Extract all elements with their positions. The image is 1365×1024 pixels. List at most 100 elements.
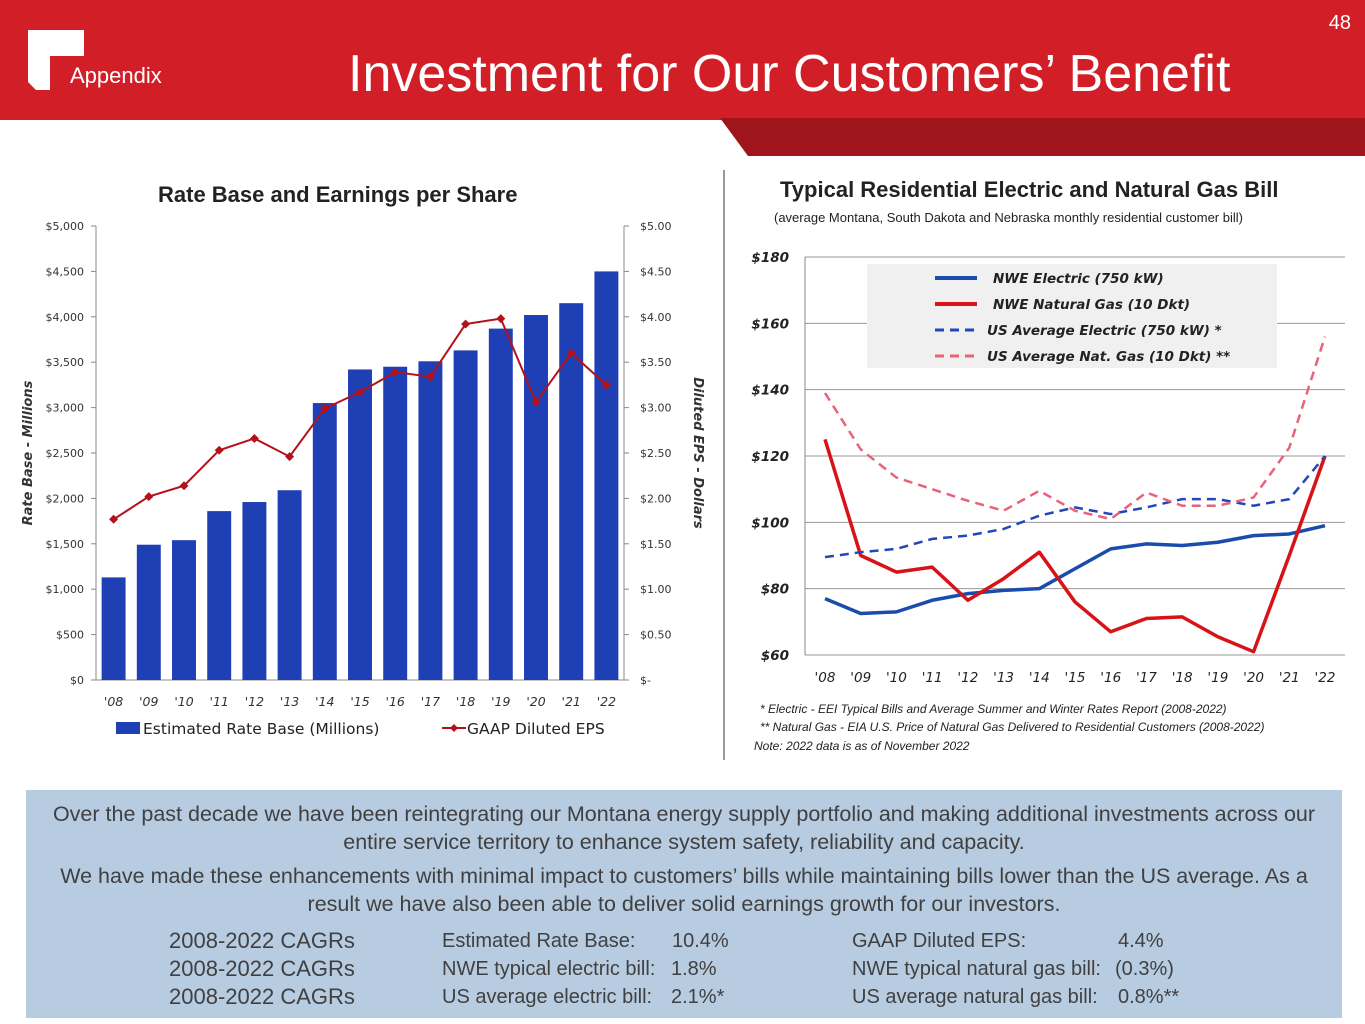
cagr-left-name: NWE typical electric bill:: [442, 958, 656, 980]
x-tick-label: '22: [597, 694, 616, 709]
page-number: 48: [1328, 12, 1351, 34]
x-tick-label: '15: [350, 694, 369, 709]
y-tick-label: $2,500: [46, 447, 85, 460]
eps-point: [144, 492, 154, 502]
legend-label: NWE Natural Gas (10 Dkt): [993, 297, 1190, 313]
eps-point: [320, 404, 330, 414]
x-tick-label: '13: [993, 670, 1014, 686]
x-tick-label: '19: [1207, 670, 1228, 686]
eps-point: [109, 514, 119, 524]
eps-point: [531, 397, 541, 407]
y-axis-label-left: Rate Base - Millions: [21, 380, 36, 525]
y2-tick-label: $-: [640, 674, 651, 687]
rate-base-bar: [418, 361, 443, 680]
legend-box: [867, 264, 1277, 368]
x-tick-label: '12: [245, 694, 264, 709]
footnote-electric: * Electric - EEI Typical Bills and Avera…: [760, 702, 1227, 716]
y-tick-label: $4,000: [46, 311, 85, 324]
legend-bar-swatch: [116, 722, 140, 734]
eps-point: [496, 314, 506, 324]
rate-base-bar: [348, 369, 372, 680]
eps-point: [179, 481, 189, 491]
logo-icon: [28, 30, 84, 90]
cagr-row-label: 2008-2022 CAGRs: [169, 956, 355, 981]
x-tick-label: '10: [174, 694, 193, 709]
y-tick-label: $80: [761, 582, 789, 598]
footnote-gas: ** Natural Gas - EIA U.S. Price of Natur…: [760, 720, 1265, 734]
cagr-left-name: Estimated Rate Base:: [442, 930, 636, 952]
cagr-left-value: 1.8%: [671, 958, 717, 980]
cagr-row-label: 2008-2022 CAGRs: [169, 984, 355, 1009]
eps-point: [461, 319, 471, 329]
legend-eps-marker: [450, 724, 458, 732]
x-tick-label: '08: [104, 694, 123, 709]
y-tick-label: $2,000: [46, 492, 85, 505]
x-tick-label: '18: [456, 694, 475, 709]
legend-label: US Average Electric (750 kW) *: [987, 323, 1222, 339]
cagr-right-name: NWE typical natural gas bill:: [852, 958, 1101, 980]
series-line-2: [824, 455, 1326, 559]
cagr-left-value: 2.1%*: [671, 986, 725, 1008]
y-tick-label: $140: [751, 383, 789, 399]
y-tick-label: $3,500: [46, 356, 85, 369]
eps-point: [601, 380, 611, 390]
cagr-right-value: 0.8%**: [1118, 986, 1180, 1008]
rate-base-bar: [383, 366, 408, 680]
summary-paragraph-2: We have made these enhancements with min…: [60, 864, 1308, 916]
y-tick-label: $120: [751, 449, 789, 465]
rate-base-bar: [559, 303, 584, 680]
x-tick-label: '16: [386, 694, 405, 709]
series-line-3: [823, 336, 1327, 521]
rate-base-bar: [101, 577, 126, 680]
x-tick-label: '15: [1065, 670, 1086, 686]
x-tick-label: '12: [957, 670, 978, 686]
x-tick-label: '11: [210, 694, 229, 709]
legend-bar-label: Estimated Rate Base (Millions): [143, 720, 379, 738]
y-tick-label: $0: [70, 674, 84, 687]
chart-title-rate-base: Rate Base and Earnings per Share: [158, 182, 518, 207]
x-tick-label: '19: [491, 694, 510, 709]
x-tick-label: '14: [315, 694, 334, 709]
residential-bill-chart: $60 $80 $100 $120 $140 $160 $180 '08 '09 '10 '11 '1…: [751, 250, 1345, 686]
y-tick-label: $60: [761, 648, 789, 664]
rate-base-bar: [524, 314, 548, 680]
summary-paragraph-1: Over the past decade we have been reinte…: [52, 802, 1316, 854]
x-tick-label: '16: [1100, 670, 1121, 686]
y-tick-label: $100: [751, 515, 789, 531]
y2-tick-label: $1.00: [640, 583, 672, 596]
y-tick-label: $500: [56, 629, 84, 642]
rate-base-eps-chart: $0 $500 $1,000 $1,500 $2,000 $2,500 $3,000 $3,5…: [21, 220, 705, 738]
legend-label: NWE Electric (750 kW): [993, 271, 1164, 287]
y2-tick-label: $2.50: [640, 447, 672, 460]
series-line-1: [823, 438, 1327, 654]
summary-box: Over the past decade we have been reinte…: [26, 790, 1342, 1018]
y-tick-label: $1,500: [46, 538, 85, 551]
y2-tick-label: $4.00: [640, 311, 672, 324]
legend-eps-label: GAAP Diluted EPS: [467, 720, 605, 738]
x-tick-label: '09: [850, 670, 871, 686]
eps-point: [355, 387, 365, 397]
y-tick-label: $3,000: [46, 402, 85, 415]
x-tick-label: '21: [562, 694, 581, 709]
rate-base-bar: [594, 271, 619, 680]
y-axis-label-right: Diluted EPS - Dollars: [690, 377, 705, 529]
x-tick-label: '14: [1029, 670, 1050, 686]
rate-base-bar: [312, 403, 337, 680]
x-tick-label: '11: [922, 670, 943, 686]
header-stripe: [720, 118, 1365, 156]
chart-title-bill: Typical Residential Electric and Natural…: [780, 177, 1279, 202]
page-title: Investment for Our Customers’ Benefit: [348, 45, 1231, 103]
y-tick-label: $160: [751, 316, 789, 332]
y-tick-label: $180: [751, 250, 789, 266]
rate-base-bar: [136, 544, 161, 680]
cagr-left-value: 10.4%: [672, 930, 729, 952]
x-tick-label: '17: [1136, 670, 1157, 686]
x-tick-label: '21: [1279, 670, 1300, 686]
rate-base-bar: [172, 540, 196, 680]
x-tick-label: '08: [815, 670, 836, 686]
chart-divider: [723, 170, 725, 760]
x-tick-label: '10: [886, 670, 907, 686]
cagr-right-value: (0.3%): [1115, 958, 1174, 980]
eps-point: [214, 445, 224, 455]
x-tick-label: '22: [1315, 670, 1336, 686]
